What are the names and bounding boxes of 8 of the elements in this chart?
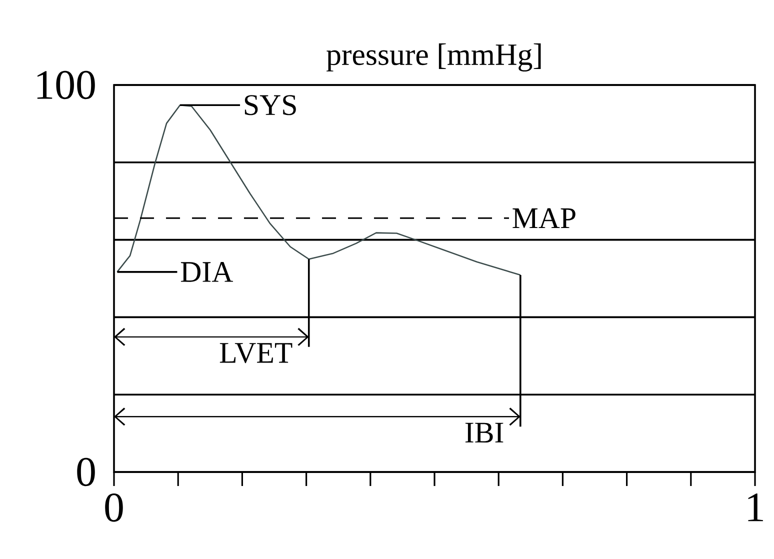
ref-line-label: IBI [465, 422, 504, 443]
y-tick-label: 100 [37, 70, 95, 100]
ref-line-label: MAP [512, 208, 576, 228]
annotation: SYS [244, 95, 296, 116]
x-tick-label: 1 [748, 494, 763, 522]
ref-line-label: LVET [220, 343, 292, 364]
annotation: DIA [180, 262, 233, 282]
chart-title: pressure [mmHg] [326, 43, 541, 72]
